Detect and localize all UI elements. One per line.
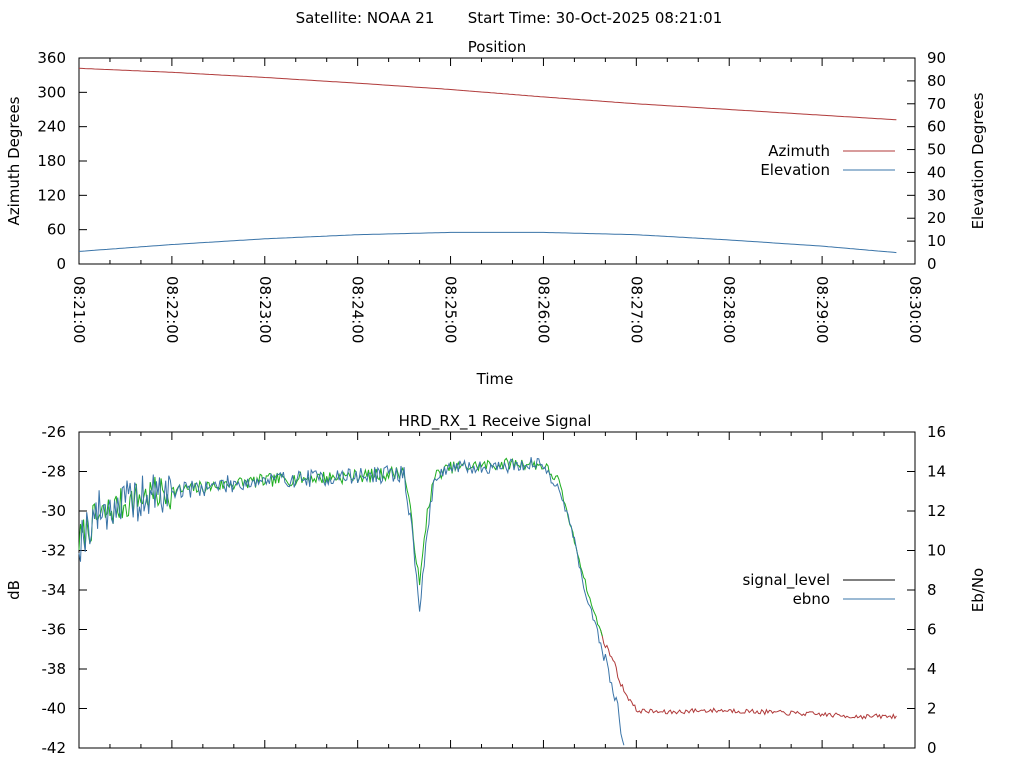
x-tick-label: 08:23:00: [256, 276, 274, 343]
receive-signal-chart: HRD_RX_1 Receive Signal dB Eb/No -42 -40 -…: [5, 412, 987, 757]
y2-tick-label: 14: [927, 463, 946, 481]
y-tick-label: -38: [42, 660, 67, 678]
y-tick-label: -36: [42, 621, 67, 639]
y-tick-label: -40: [42, 700, 67, 718]
y-tick-label: 0: [56, 255, 66, 273]
position-xlabel: Time: [476, 370, 514, 388]
position-chart-title: Position: [468, 38, 526, 56]
y-tick-label: 300: [37, 83, 66, 101]
legend-label-elevation: Elevation: [760, 161, 830, 179]
y2-tick-label: 30: [927, 186, 946, 204]
y-tick-label: -42: [42, 739, 67, 757]
series-line-elevation: [78, 231, 897, 254]
y-tick-label: -30: [42, 502, 67, 520]
y2-tick-label: 16: [927, 423, 946, 441]
y-tick-label: -34: [42, 581, 67, 599]
series-line-signal-level: [78, 457, 603, 637]
y2-tick-label: 2: [927, 700, 937, 718]
y-tick-label: 180: [37, 152, 66, 170]
signal-plot-frame: [78, 431, 916, 749]
signal-y2label: Eb/No: [969, 568, 987, 612]
position-chart: Position Azimuth Degrees Elevation Degre…: [5, 38, 987, 388]
signal-legend: signal_level ebno: [742, 571, 895, 608]
legend-label-signal-level: signal_level: [742, 571, 830, 590]
x-tick-label: 08:30:00: [906, 276, 924, 343]
position-y2label: Elevation Degrees: [969, 92, 987, 229]
x-tick-label: 08:21:00: [70, 276, 88, 343]
series-line-azimuth: [78, 67, 897, 121]
satellite-label: Satellite: NOAA 21: [296, 9, 435, 27]
y2-tick-label: 10: [927, 232, 946, 250]
x-tick-label: 08:27:00: [627, 276, 645, 343]
series-line-signal-level-red: [600, 630, 897, 720]
y2-tick-label: 70: [927, 95, 946, 113]
series-line-ebno: [78, 457, 625, 746]
y2-tick-label: 80: [927, 72, 946, 90]
y-tick-label: -26: [42, 423, 67, 441]
y2-tick-label: 12: [927, 502, 946, 520]
y2-tick-label: 0: [927, 739, 937, 757]
start-time-label: Start Time: 30-Oct-2025 08:21:01: [468, 9, 723, 27]
y-tick-label: 240: [37, 118, 66, 136]
legend-label-azimuth: Azimuth: [768, 142, 830, 160]
y-tick-label: -32: [42, 542, 67, 560]
x-tick-label: 08:25:00: [442, 276, 460, 343]
y2-tick-label: 20: [927, 209, 946, 227]
y-tick-label: 120: [37, 186, 66, 204]
y2-tick-label: 4: [927, 660, 937, 678]
position-legend: Azimuth Elevation: [760, 142, 895, 179]
y2-tick-label: 40: [927, 163, 946, 181]
y2-tick-label: 50: [927, 141, 946, 159]
y2-tick-label: 90: [927, 49, 946, 67]
y2-tick-label: 6: [927, 621, 937, 639]
y-tick-label: 360: [37, 49, 66, 67]
y2-tick-label: 0: [927, 255, 937, 273]
x-tick-label: 08:24:00: [349, 276, 367, 343]
y2-tick-label: 8: [927, 581, 937, 599]
y2-tick-label: 10: [927, 542, 946, 560]
signal-ylabel: dB: [5, 580, 23, 600]
x-tick-label: 08:29:00: [813, 276, 831, 343]
x-tick-label: 08:26:00: [534, 276, 552, 343]
x-tick-label: 08:22:00: [163, 276, 181, 343]
position-ylabel: Azimuth Degrees: [5, 96, 23, 225]
y-tick-label: 60: [47, 221, 66, 239]
y2-tick-label: 60: [927, 118, 946, 136]
x-tick-label: 08:28:00: [720, 276, 738, 343]
legend-label-ebno: ebno: [793, 590, 830, 608]
signal-chart-title: HRD_RX_1 Receive Signal: [399, 412, 592, 431]
y-tick-label: -28: [42, 463, 67, 481]
